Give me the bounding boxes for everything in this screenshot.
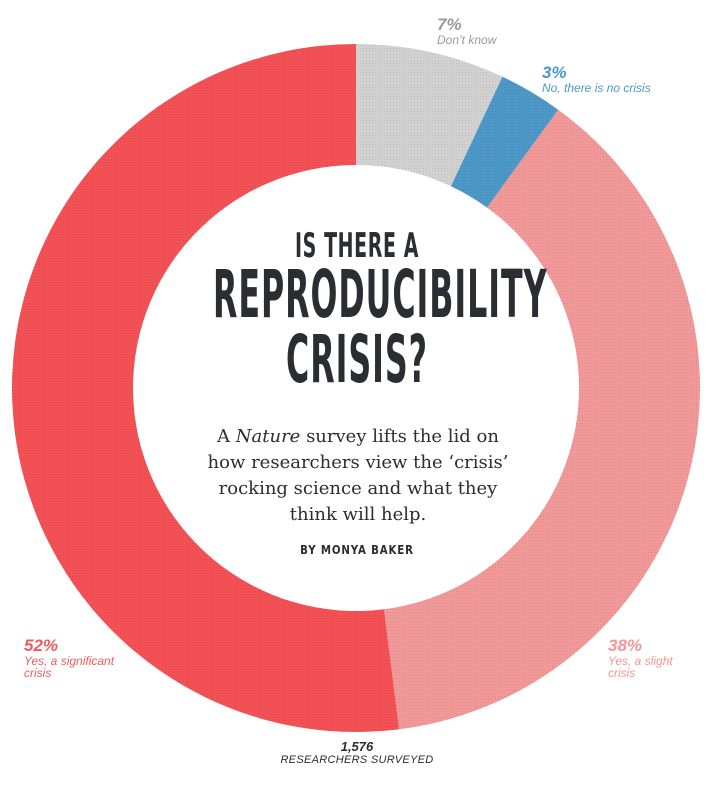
slice-desc-dont-know: Don’t know bbox=[437, 32, 497, 47]
slice-pct-no-crisis: 3% bbox=[542, 63, 567, 82]
slice-texture-no-there-is-no-crisis bbox=[450, 76, 559, 208]
slice-pct-slight-crisis: 38% bbox=[608, 636, 643, 655]
slice-label-dont-know: 7% Don’t know bbox=[437, 16, 496, 46]
slice-label-no-crisis: 3% No, there is no crisis bbox=[542, 64, 651, 94]
total-label: RESEARCHERS SURVEYED bbox=[280, 754, 434, 766]
title-line-3: CRISIS? bbox=[286, 321, 428, 398]
slice-pct-significant-crisis: 52% bbox=[24, 636, 59, 655]
title-line-1: IS THERE A bbox=[294, 226, 420, 266]
subtitle: A Nature survey lifts the lid on how res… bbox=[207, 424, 509, 528]
byline: BY MONYA BAKER bbox=[300, 543, 414, 557]
slice-texture-yes-a-slight-crisis bbox=[383, 109, 701, 730]
slice-desc-no-crisis: No, there is no crisis bbox=[542, 80, 651, 95]
subtitle-publication: Nature bbox=[235, 426, 301, 447]
slice-label-significant-crisis: 52% Yes, a significant crisis bbox=[24, 637, 114, 680]
title-line-2: REPRODUCIBILITY bbox=[213, 256, 548, 333]
slice-texture-yes-a-significant-crisis bbox=[12, 44, 400, 732]
slice-desc-significant-crisis-line1: Yes, a significant bbox=[24, 653, 115, 668]
total-count: 1,576 bbox=[340, 739, 374, 754]
total-respondents: 1,576 RESEARCHERS SURVEYED bbox=[257, 739, 457, 766]
slice-desc-slight-crisis-line2: crisis bbox=[608, 666, 636, 681]
slice-texture-don-t-know bbox=[356, 44, 503, 187]
slice-pct-dont-know: 7% bbox=[437, 15, 462, 34]
slice-desc-significant-crisis-line2: crisis bbox=[24, 666, 52, 681]
subtitle-part-1: A bbox=[217, 426, 236, 447]
slice-label-slight-crisis: 38% Yes, a slight crisis bbox=[608, 637, 673, 680]
subtitle-part-2: survey lifts the lid on how researchers … bbox=[207, 426, 509, 525]
slice-desc-slight-crisis-line1: Yes, a slight bbox=[608, 653, 673, 668]
